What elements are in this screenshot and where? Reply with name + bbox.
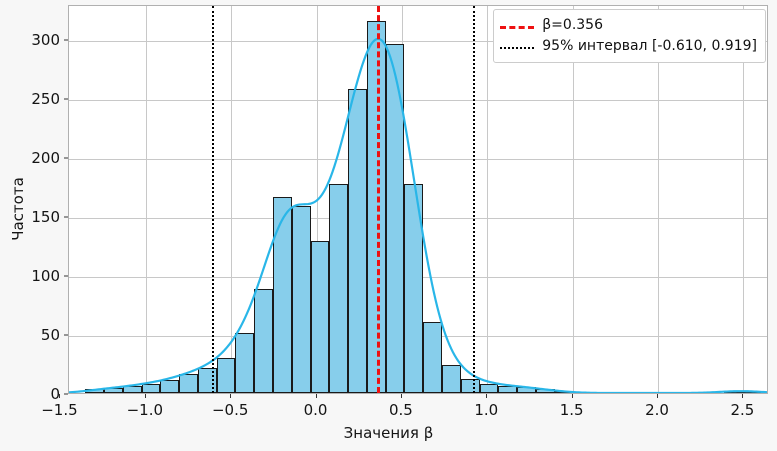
histogram-bar [385, 44, 405, 393]
x-axis-label: Значения β [343, 424, 434, 442]
y-tick-label: 150 [31, 208, 60, 227]
legend-label-interval: 95% интервал [-0.610, 0.919] [542, 38, 757, 54]
x-tick-label: −0.5 [211, 401, 249, 419]
y-tick-mark [64, 393, 68, 395]
dashed-line-icon [500, 19, 535, 33]
x-tick-label: 0.0 [303, 401, 328, 419]
y-tick-mark [64, 157, 68, 159]
chart-legend: β=0.356 95% интервал [-0.610, 0.919] [493, 9, 766, 63]
gridline-x [572, 6, 574, 393]
y-tick-mark [64, 39, 68, 41]
y-tick-mark [64, 334, 68, 336]
y-tick-label: 0 [50, 385, 60, 403]
histogram-bar [348, 88, 367, 393]
ci-upper-line [473, 6, 476, 393]
x-tick-label: 1.0 [474, 401, 499, 419]
x-tick-mark [144, 394, 146, 398]
histogram-bar [104, 388, 123, 393]
histogram-bar [235, 332, 255, 393]
y-tick-label: 100 [31, 267, 60, 286]
histogram-bar [479, 383, 499, 393]
gridline-x [487, 6, 489, 393]
plot-area [68, 5, 768, 394]
histogram-bar [216, 357, 236, 393]
gridline-x [743, 6, 745, 393]
legend-label-beta: β=0.356 [542, 17, 603, 33]
histogram-bar [85, 389, 104, 393]
histogram-bar [160, 380, 180, 393]
y-tick-label: 300 [31, 31, 60, 50]
histogram-bar [366, 20, 386, 393]
histogram-bar [535, 389, 555, 393]
x-tick-label: 2.5 [730, 401, 755, 419]
gridline-y [69, 159, 767, 161]
y-tick-label: 50 [40, 326, 60, 345]
y-tick-label: 200 [31, 149, 60, 168]
x-tick-label: −1.5 [41, 401, 78, 419]
histogram-bar [310, 240, 330, 393]
x-tick-mark [742, 394, 744, 398]
beta-estimate-line [377, 6, 381, 393]
histogram-bar [179, 374, 198, 393]
gridline-y [69, 100, 767, 102]
gridline-x [145, 6, 147, 393]
histogram-bar [554, 391, 574, 393]
histogram-bar [291, 205, 311, 393]
histogram-bar [517, 387, 536, 393]
x-tick-mark [59, 394, 61, 398]
histogram-bar [742, 390, 762, 393]
y-axis-ticks: 0 50 100 150 200 250 300 [0, 0, 60, 451]
histogram-bar [329, 184, 349, 393]
histogram-bar [460, 378, 480, 393]
gridline-x [658, 6, 660, 393]
histogram-bar [404, 184, 424, 393]
legend-item-beta: β=0.356 [500, 15, 757, 36]
histogram-bar [122, 385, 142, 393]
y-tick-mark [64, 275, 68, 277]
ci-lower-line [212, 6, 215, 393]
x-tick-mark [571, 394, 573, 398]
gridline-x [231, 6, 233, 393]
x-tick-mark [657, 394, 659, 398]
y-axis-label: Частота [9, 177, 27, 241]
histogram-bar [498, 385, 518, 393]
dotted-line-icon [500, 40, 535, 54]
histogram-bar [723, 390, 743, 393]
x-tick-mark [315, 394, 317, 398]
x-tick-mark [400, 394, 402, 398]
y-tick-mark [64, 98, 68, 100]
x-tick-label: 0.5 [388, 401, 413, 419]
x-tick-mark [486, 394, 488, 398]
y-tick-label: 250 [31, 90, 60, 109]
x-tick-label: 2.0 [645, 401, 669, 419]
histogram-bar [442, 364, 461, 393]
histogram-bar [254, 289, 273, 393]
histogram-bar [141, 383, 161, 393]
legend-item-interval: 95% интервал [-0.610, 0.919] [500, 36, 757, 57]
x-tick-label: −1.0 [126, 401, 164, 419]
histogram-bar [423, 322, 443, 393]
y-tick-mark [64, 216, 68, 218]
x-tick-mark [230, 394, 232, 398]
histogram-bar [273, 197, 292, 393]
x-tick-label: 1.5 [559, 401, 584, 419]
